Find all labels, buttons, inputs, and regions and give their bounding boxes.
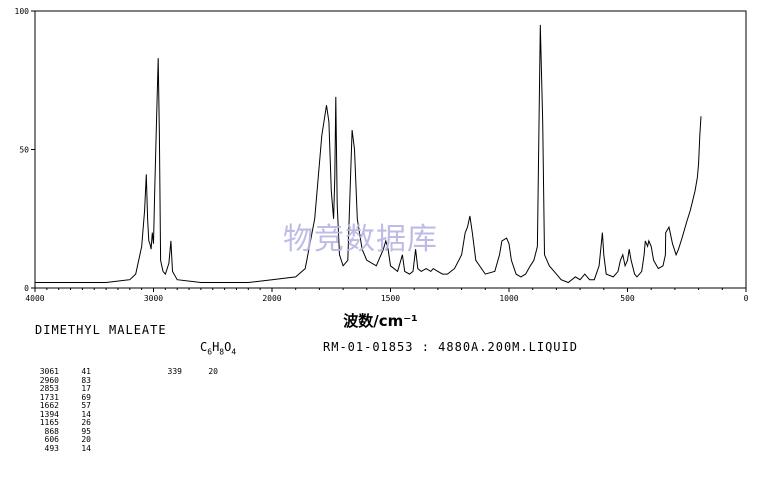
peak-row: 1394 14: [30, 409, 91, 420]
peak-wavenumber: 606: [44, 435, 59, 444]
peak-intensity: 57: [81, 401, 91, 410]
peak-intensity: 41: [81, 367, 91, 376]
peak-wavenumber: 868: [44, 426, 59, 436]
peak-wavenumber: 1662: [39, 401, 59, 410]
peak-row: 2853 17: [30, 384, 91, 394]
peak-wavenumber: 339: [167, 367, 182, 376]
molecular-formula: C6H8O4: [200, 340, 237, 357]
x-tick-label: 1500: [381, 294, 400, 303]
peak-row: 1662 57: [30, 401, 91, 411]
peak-wavenumber: 1165: [39, 418, 59, 427]
x-tick-label: 500: [620, 294, 635, 303]
y-tick-label: 100: [15, 7, 30, 16]
x-tick-label: 2000: [262, 294, 281, 303]
peak-row: 3061 41: [30, 367, 91, 377]
peak-wavenumber: 2960: [39, 375, 59, 385]
peak-row: 1165 26: [30, 418, 91, 428]
peak-row: 1731 69: [30, 392, 91, 403]
spectrum-line: [35, 24, 702, 284]
y-tick-label: 50: [19, 146, 29, 155]
peak-intensity: 14: [81, 409, 91, 419]
x-tick-label: 0: [744, 294, 749, 303]
peak-row: 493 14: [30, 443, 91, 454]
peak-wavenumber: 3061: [39, 367, 59, 376]
x-tick-label: 4000: [25, 294, 44, 303]
compound-name: DIMETHYL MALEATE: [35, 323, 167, 337]
peak-wavenumber: 2853: [39, 384, 59, 393]
peak-intensity: 17: [81, 384, 91, 393]
peak-wavenumber: 493: [44, 443, 59, 453]
peak-table-left: 3061 41 2960 83 2853 17 1731 69 1662 57 1394 14 1165…: [30, 367, 91, 454]
peak-wavenumber: 1731: [39, 392, 59, 402]
peak-intensity: 14: [81, 443, 91, 453]
peak-intensity: 83: [81, 375, 91, 385]
catalog-info: RM-01-01853 : 4880A.200M.LIQUID: [323, 340, 578, 354]
peak-wavenumber: 1394: [39, 409, 59, 419]
peak-intensity: 26: [81, 418, 91, 427]
x-tick-label: 3000: [144, 294, 163, 303]
peak-intensity: 95: [81, 426, 91, 436]
peak-row: 868 95: [30, 426, 91, 437]
peak-table-right: 339 20: [158, 367, 218, 377]
peak-row: 606 20: [30, 435, 91, 445]
peak-intensity: 69: [81, 392, 91, 402]
y-tick-label: 0: [24, 284, 29, 293]
peak-row: 2960 83: [30, 375, 91, 386]
spectrum-chart: 0 50 100 4000 3000 2000 1500 1000 500 0: [15, 7, 749, 303]
x-tick-label: 1000: [499, 294, 518, 303]
x-axis-label: 波数/cm⁻¹: [343, 312, 418, 330]
peak-row: 339 20: [158, 367, 218, 377]
peak-intensity: 20: [208, 367, 218, 376]
watermark: 物竞数据库: [283, 222, 438, 257]
peak-intensity: 20: [81, 435, 91, 444]
